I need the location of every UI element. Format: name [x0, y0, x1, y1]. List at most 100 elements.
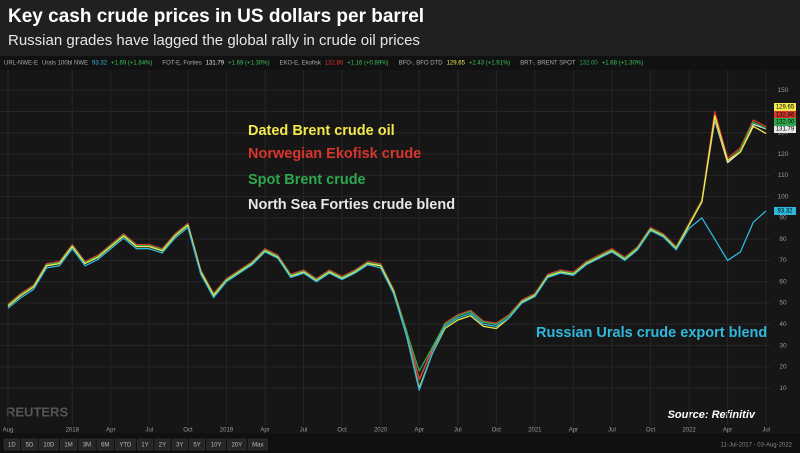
toolbar-item: Urals 100bl NWE — [42, 61, 88, 67]
legend-entry: Russian Urals crude export blend — [536, 325, 767, 341]
toolbar-item: 132.00 — [579, 61, 598, 67]
x-tick-label: 2021 — [528, 428, 542, 434]
range-button-bg[interactable] — [227, 438, 247, 451]
range-button[interactable]: 3M — [78, 438, 96, 451]
y-tick-label: 80 — [779, 236, 787, 243]
x-tick-label: Oct — [337, 428, 347, 434]
x-tick-label: Apr — [260, 428, 269, 434]
range-button[interactable]: 2Y — [154, 438, 171, 451]
toolbar-item: +2.43 (+1.91%) — [469, 61, 510, 67]
toolbar-item: EKO-E, Ekofisk — [279, 61, 321, 67]
x-tick-label: Oct — [183, 428, 193, 434]
toolbar-item: 93.32 — [92, 61, 108, 67]
range-button-bg[interactable] — [39, 438, 59, 451]
value-badge — [774, 125, 796, 133]
range-button-label[interactable]: 1Y — [141, 443, 148, 449]
range-button-bg[interactable] — [78, 438, 96, 451]
x-tick-label: Apr — [415, 428, 424, 434]
x-tick-label: Apr — [106, 428, 115, 434]
range-button-label[interactable]: 10Y — [211, 443, 222, 449]
range-button[interactable]: 5Y — [189, 438, 206, 451]
y-tick-label: 40 — [779, 321, 787, 328]
date-range: 11-Jul-2017 - 03-Aug-2022 — [721, 443, 793, 449]
range-button-bg[interactable] — [206, 438, 226, 451]
range-button[interactable]: 5D — [21, 438, 38, 451]
value-badge-label: 93.32 — [777, 209, 793, 215]
value-badge-label: 132.86 — [776, 113, 795, 119]
x-tick-label: Jul — [762, 428, 770, 434]
range-button[interactable]: 20Y — [227, 438, 247, 451]
range-button[interactable]: 10D — [39, 438, 59, 451]
y-tick-label: 60 — [779, 278, 787, 285]
range-button-label[interactable]: 5Y — [193, 443, 200, 449]
toolbar-item: BFO-, BFO DTD — [399, 61, 444, 67]
toolbar-item: 129.65 — [447, 61, 466, 67]
range-button-bg[interactable] — [3, 438, 20, 451]
range-button-label[interactable]: 10D — [43, 443, 55, 449]
x-tick-label: 2022 — [682, 428, 696, 434]
range-button[interactable]: 1Y — [137, 438, 153, 451]
range-button-label[interactable]: 3M — [83, 443, 91, 449]
range-button[interactable]: 3Y — [171, 438, 188, 451]
legend-entry: Norwegian Ekofisk crude — [248, 146, 421, 162]
y-tick-label: 150 — [778, 87, 789, 94]
toolbar-item: +1.68 (+1.30%) — [602, 61, 643, 67]
y-tick-label: 120 — [778, 151, 789, 158]
toolbar-item: +1.16 (+0.89%) — [347, 61, 388, 67]
y-tick-label: 50 — [779, 300, 787, 307]
range-button[interactable]: 1D — [3, 438, 20, 451]
value-badge-label: 129.65 — [776, 105, 795, 111]
toolbar-item: BRT-, BRENT SPOT — [520, 61, 575, 67]
range-button[interactable]: Max — [247, 438, 268, 451]
source: Source: Refinitiv — [668, 409, 756, 421]
legend-entry: Spot Brent crude — [248, 172, 366, 188]
range-button-bg[interactable] — [96, 438, 114, 451]
toolbar-item: FOT-E, Forties — [162, 61, 201, 67]
range-button-bg[interactable] — [189, 438, 206, 451]
x-tick-label: Apr — [723, 428, 732, 434]
range-button-label[interactable]: 2Y — [159, 443, 166, 449]
value-badge-label: 131.79 — [776, 127, 795, 133]
value-badge — [774, 111, 796, 119]
y-tick-label: 30 — [779, 342, 787, 349]
range-button-label[interactable]: 1D — [8, 443, 16, 449]
range-button-bg[interactable] — [115, 438, 136, 451]
range-button-bg[interactable] — [137, 438, 153, 451]
range-button-bg[interactable] — [60, 438, 77, 451]
range-button[interactable]: 6M — [96, 438, 114, 451]
range-button-label[interactable]: Max — [252, 443, 263, 449]
range-button[interactable]: YTD — [115, 438, 136, 451]
range-button-label[interactable]: 5D — [26, 443, 34, 449]
y-tick-label: 130 — [778, 130, 789, 137]
range-button-bg[interactable] — [171, 438, 188, 451]
legend-entry: North Sea Forties crude blend — [248, 197, 455, 213]
x-tick-label: 2018 — [66, 428, 80, 434]
plot-bg — [0, 70, 800, 433]
toolbar-item: 132.86 — [325, 61, 344, 67]
range-button-bg[interactable] — [21, 438, 38, 451]
x-tick-label: Jul — [146, 428, 154, 434]
range-button-label[interactable]: YTD — [119, 443, 132, 449]
x-tick-label: Oct — [492, 428, 502, 434]
toolbar-bg — [0, 56, 800, 70]
toolbar-item: URL-NWE-E — [4, 61, 38, 67]
range-button-label[interactable]: 6M — [101, 443, 109, 449]
y-tick-label: 20 — [779, 364, 787, 371]
header-bg — [0, 0, 800, 56]
range-button-bg[interactable] — [247, 438, 268, 451]
range-button[interactable]: 10Y — [206, 438, 226, 451]
range-button-label[interactable]: 1M — [64, 443, 72, 449]
y-tick-label: 70 — [779, 257, 787, 264]
range-button-label[interactable]: 3Y — [176, 443, 183, 449]
x-tick-label: 2019 — [220, 428, 234, 434]
x-tick-label: Oct — [646, 428, 656, 434]
x-tick-label: Jul — [300, 428, 308, 434]
chart-title: Key cash crude prices in US dollars per … — [8, 6, 424, 27]
range-button[interactable]: 1M — [60, 438, 77, 451]
range-button-bg[interactable] — [154, 438, 171, 451]
value-badge — [774, 103, 796, 111]
range-button-label[interactable]: 20Y — [231, 443, 242, 449]
x-tick-label: Jul — [608, 428, 616, 434]
toolbar-item: +1.69 (+1.84%) — [111, 61, 152, 67]
